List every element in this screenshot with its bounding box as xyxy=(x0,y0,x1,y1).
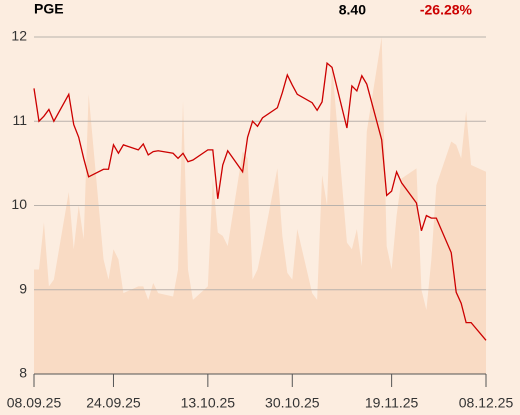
y-tick-label: 9 xyxy=(19,280,27,296)
x-tick-label: 13.10.25 xyxy=(181,395,236,411)
chart-title: PGE xyxy=(34,1,64,17)
x-tick-label: 08.09.25 xyxy=(7,395,62,411)
y-tick-label: 11 xyxy=(12,112,27,128)
x-tick-label: 30.10.25 xyxy=(265,395,320,411)
y-tick-label: 12 xyxy=(11,28,27,44)
price-change: -26.28% xyxy=(420,2,473,18)
y-tick-label: 8 xyxy=(19,365,27,381)
price-line xyxy=(33,61,487,341)
last-price: 8.40 xyxy=(339,2,366,18)
x-tick-label: 19.11.25 xyxy=(365,395,419,411)
x-tick-label: 08.12.25 xyxy=(459,395,514,411)
y-tick-label: 10 xyxy=(11,196,27,212)
x-tick-label: 24.09.25 xyxy=(86,395,141,411)
